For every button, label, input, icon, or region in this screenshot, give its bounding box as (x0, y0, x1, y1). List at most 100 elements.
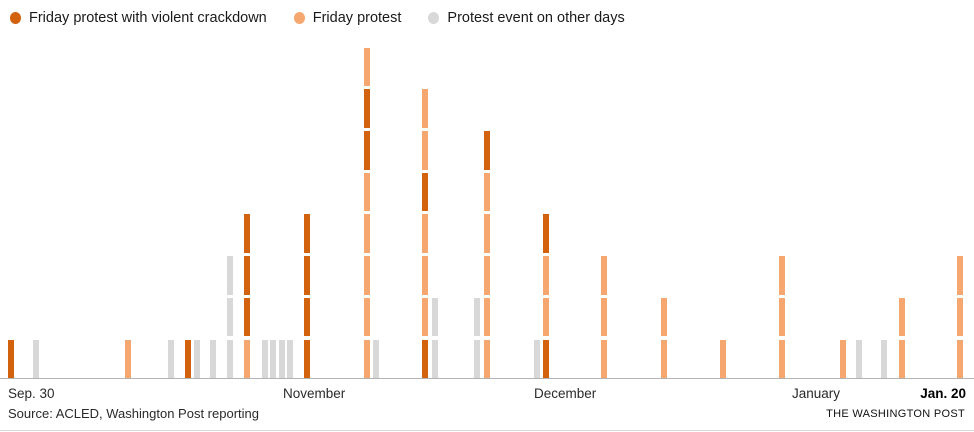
segment-friday (661, 339, 667, 378)
segment-other (262, 339, 268, 378)
bar-nov-19 (432, 297, 438, 378)
segment-other (881, 339, 887, 378)
segment-friday (957, 297, 963, 337)
segment-friday (484, 214, 490, 253)
segment-crackdown (422, 339, 428, 378)
segment-other (534, 339, 540, 378)
x-axis-line (0, 378, 974, 379)
segment-friday (364, 256, 370, 295)
segment-other (279, 339, 285, 378)
segment-other (227, 256, 233, 295)
segment-crackdown (304, 339, 310, 378)
segment-friday (543, 297, 549, 337)
segment-friday (720, 339, 726, 378)
bar-dec-2 (543, 214, 549, 378)
segment-other (33, 339, 39, 378)
bar-oct-28 (244, 214, 250, 378)
segment-crackdown (364, 131, 370, 170)
legend-label-crackdown: Friday protest with violent crackdown (29, 10, 267, 26)
segment-friday (601, 256, 607, 295)
bar-oct-30 (262, 339, 268, 378)
segment-crackdown (543, 214, 549, 253)
bar-dec-30 (779, 256, 785, 378)
segment-friday (422, 131, 428, 170)
other-days-dot-icon (428, 12, 440, 24)
segment-crackdown (244, 214, 250, 253)
segment-friday (484, 172, 490, 212)
segment-friday (364, 214, 370, 253)
segment-crackdown (543, 339, 549, 378)
segment-other (474, 297, 480, 337)
segment-other (168, 339, 174, 378)
segment-crackdown (8, 339, 14, 378)
axis-label-end: Jan. 20 (920, 386, 966, 401)
bar-dec-16 (661, 297, 667, 378)
bar-dec-23 (720, 339, 726, 378)
segment-friday (899, 297, 905, 337)
segment-other (270, 339, 276, 378)
bar-jan-20 (957, 256, 963, 378)
segment-other (432, 339, 438, 378)
segment-other (227, 339, 233, 378)
segment-friday (125, 339, 131, 378)
bar-oct-22 (194, 339, 200, 378)
legend-item-crackdown: Friday protest with violent crackdown (10, 10, 267, 26)
legend: Friday protest with violent crackdown Fr… (10, 10, 625, 26)
bar-jan-8 (856, 339, 862, 378)
bar-oct-26 (227, 256, 233, 378)
segment-crackdown (244, 297, 250, 337)
segment-crackdown (185, 339, 191, 378)
segment-crackdown (304, 297, 310, 337)
segment-crackdown (244, 256, 250, 295)
segment-other (373, 339, 379, 378)
segment-crackdown (304, 214, 310, 253)
plot-area (8, 47, 963, 378)
segment-friday (779, 339, 785, 378)
publisher-credit: THE WASHINGTON POST (826, 408, 965, 420)
bar-oct-24 (210, 339, 216, 378)
segment-friday (957, 256, 963, 295)
segment-friday (779, 297, 785, 337)
crackdown-dot-icon (10, 12, 21, 24)
segment-crackdown (304, 256, 310, 295)
segment-other (856, 339, 862, 378)
legend-item-other: Protest event on other days (428, 10, 625, 26)
axis-label-start: Sep. 30 (8, 386, 55, 401)
bar-nov-25 (484, 131, 490, 378)
bar-oct-3 (33, 339, 39, 378)
segment-friday (244, 339, 250, 378)
segment-friday (364, 339, 370, 378)
segment-other (474, 339, 480, 378)
segment-other (287, 339, 293, 378)
segment-other (194, 339, 200, 378)
segment-friday (601, 339, 607, 378)
bar-oct-19 (168, 339, 174, 378)
segment-friday (661, 297, 667, 337)
bar-sep-30 (8, 339, 14, 378)
segment-friday (899, 339, 905, 378)
segment-friday (364, 172, 370, 212)
bar-nov-1 (279, 339, 285, 378)
segment-friday (840, 339, 846, 378)
segment-friday (484, 256, 490, 295)
bar-dec-1 (534, 339, 540, 378)
segment-friday (484, 339, 490, 378)
bar-nov-2 (287, 339, 293, 378)
bar-jan-13 (899, 297, 905, 378)
bar-nov-18 (422, 89, 428, 378)
bar-nov-11 (364, 47, 370, 378)
segment-other (210, 339, 216, 378)
segment-crackdown (364, 89, 370, 128)
segment-other (227, 297, 233, 337)
bar-oct-31 (270, 339, 276, 378)
bar-nov-24 (474, 297, 480, 378)
segment-friday (364, 47, 370, 87)
segment-friday (601, 297, 607, 337)
segment-friday (422, 256, 428, 295)
legend-label-friday: Friday protest (312, 10, 402, 26)
friday-dot-icon (293, 12, 305, 24)
segment-crackdown (422, 172, 428, 212)
segment-friday (422, 89, 428, 128)
segment-other (432, 297, 438, 337)
segment-crackdown (484, 131, 490, 170)
